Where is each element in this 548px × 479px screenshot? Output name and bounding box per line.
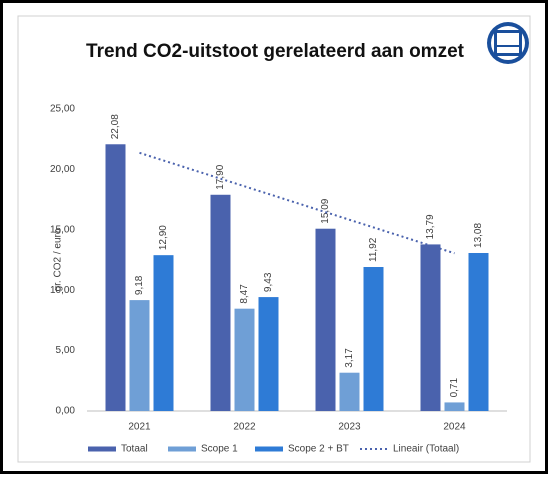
x-tick-label: 2024 xyxy=(443,422,466,433)
value-label: 11,92 xyxy=(368,237,379,262)
value-label: 17,90 xyxy=(215,164,226,189)
legend-label: Scope 1 xyxy=(201,444,238,455)
value-label: 9,18 xyxy=(134,275,145,295)
legend-swatch xyxy=(255,446,283,452)
bar xyxy=(153,255,174,411)
x-tick-label: 2022 xyxy=(233,422,256,433)
x-tick-label: 2021 xyxy=(128,422,151,433)
y-tick-label: 5,00 xyxy=(56,345,76,356)
legend-label: Scope 2 + BT xyxy=(288,444,349,455)
bar xyxy=(468,252,489,411)
value-label: 22,08 xyxy=(110,114,121,139)
value-label: 0,71 xyxy=(449,378,460,398)
y-tick-label: 0,00 xyxy=(56,406,76,417)
bar xyxy=(363,267,384,411)
value-label: 8,47 xyxy=(239,284,250,304)
bar xyxy=(210,194,231,411)
y-tick-label: 25,00 xyxy=(50,104,75,115)
bar xyxy=(234,308,255,411)
value-label: 13,79 xyxy=(425,214,436,239)
legend-swatch xyxy=(168,446,196,452)
value-label: 15,09 xyxy=(320,198,331,223)
x-tick-label: 2023 xyxy=(338,422,361,433)
bar xyxy=(444,402,465,411)
bar xyxy=(105,144,126,411)
value-label: 3,17 xyxy=(344,348,355,368)
bar xyxy=(420,244,441,411)
logo xyxy=(487,22,529,64)
value-label: 13,08 xyxy=(473,223,484,248)
bar xyxy=(315,228,336,411)
bar xyxy=(129,300,150,411)
legend-swatch xyxy=(88,446,116,452)
legend-label: Lineair (Totaal) xyxy=(393,444,459,455)
y-axis-label: gr. CO2 / euro xyxy=(53,228,64,291)
y-tick-label: 15,00 xyxy=(50,224,75,235)
bar xyxy=(339,372,360,411)
bar xyxy=(258,297,279,411)
value-label: 9,43 xyxy=(263,272,274,292)
trend-line xyxy=(139,151,455,255)
y-tick-label: 20,00 xyxy=(50,164,75,175)
value-label: 12,90 xyxy=(158,225,169,250)
y-tick-label: 10,00 xyxy=(50,285,75,296)
legend-label: Totaal xyxy=(121,444,148,455)
chart-title: Trend CO2-uitstoot gerelateerd aan omzet xyxy=(86,41,465,62)
